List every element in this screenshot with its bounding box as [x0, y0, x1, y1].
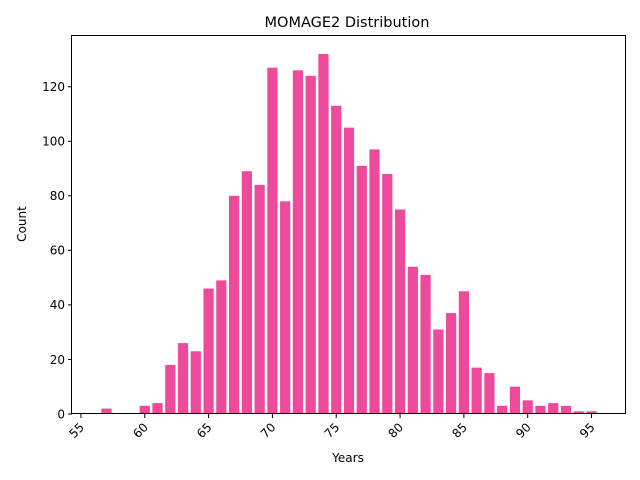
x-tick-label-60: 60 [130, 420, 151, 441]
bar-93 [560, 405, 572, 414]
bar-73 [305, 75, 316, 414]
bar-71 [280, 201, 291, 414]
bar-81 [407, 266, 418, 414]
bar-76 [343, 127, 355, 414]
y-tick-label-40: 40 [50, 298, 65, 312]
bar-80 [394, 209, 406, 414]
bar-95 [586, 411, 597, 414]
x-tick-label-70: 70 [258, 420, 279, 441]
y-axis: 0 20 40 60 80 100 120 [42, 80, 72, 421]
bar-85 [458, 291, 469, 414]
bar-72 [292, 70, 304, 415]
bar-82 [420, 274, 431, 414]
bar-91 [535, 405, 546, 414]
x-tick-label-75: 75 [322, 420, 343, 441]
bar-89 [509, 386, 521, 414]
bar-94 [573, 411, 584, 414]
x-axis-title: Years [331, 451, 364, 465]
bar-66 [216, 280, 227, 414]
y-tick-label-60: 60 [50, 244, 65, 258]
bar-64 [190, 351, 201, 414]
y-tick-label-120: 120 [42, 80, 65, 94]
y-tick-label-80: 80 [50, 189, 65, 203]
y-tick-label-0: 0 [57, 407, 65, 421]
bar-68 [241, 171, 252, 414]
x-tick-label-55: 55 [66, 420, 87, 441]
bar-86 [471, 367, 482, 414]
bar-63 [177, 343, 189, 414]
y-tick-label-20: 20 [50, 353, 65, 367]
bar-70 [267, 67, 278, 414]
bar-60 [139, 405, 150, 414]
bar-77 [356, 165, 367, 414]
y-axis-title: Count [15, 206, 29, 242]
bar-62 [165, 364, 176, 414]
bar-83 [433, 329, 444, 414]
bar-65 [203, 288, 214, 414]
x-tick-label-90: 90 [513, 420, 534, 441]
bar-92 [548, 403, 559, 414]
bar-69 [254, 184, 265, 414]
bar-74 [318, 54, 329, 414]
x-axis: 55 60 65 70 75 80 85 90 95 [66, 414, 598, 441]
plot-frame [71, 35, 626, 414]
x-tick-label-95: 95 [577, 420, 598, 441]
bar-88 [497, 405, 508, 414]
bar-57 [101, 408, 112, 414]
bar-67 [229, 195, 240, 414]
bar-90 [522, 400, 533, 414]
x-tick-label-85: 85 [449, 420, 470, 441]
y-tick-label-100: 100 [42, 135, 65, 149]
x-tick-label-80: 80 [385, 420, 406, 441]
chart-title: MOMAGE2 Distribution [265, 15, 430, 31]
bar-84 [446, 313, 457, 414]
bar-61 [152, 403, 163, 414]
bar-79 [382, 174, 393, 414]
bar-78 [369, 149, 380, 414]
bar-87 [484, 373, 495, 414]
bars-group [101, 54, 597, 415]
bar-75 [331, 105, 342, 414]
x-tick-label-65: 65 [194, 420, 215, 441]
